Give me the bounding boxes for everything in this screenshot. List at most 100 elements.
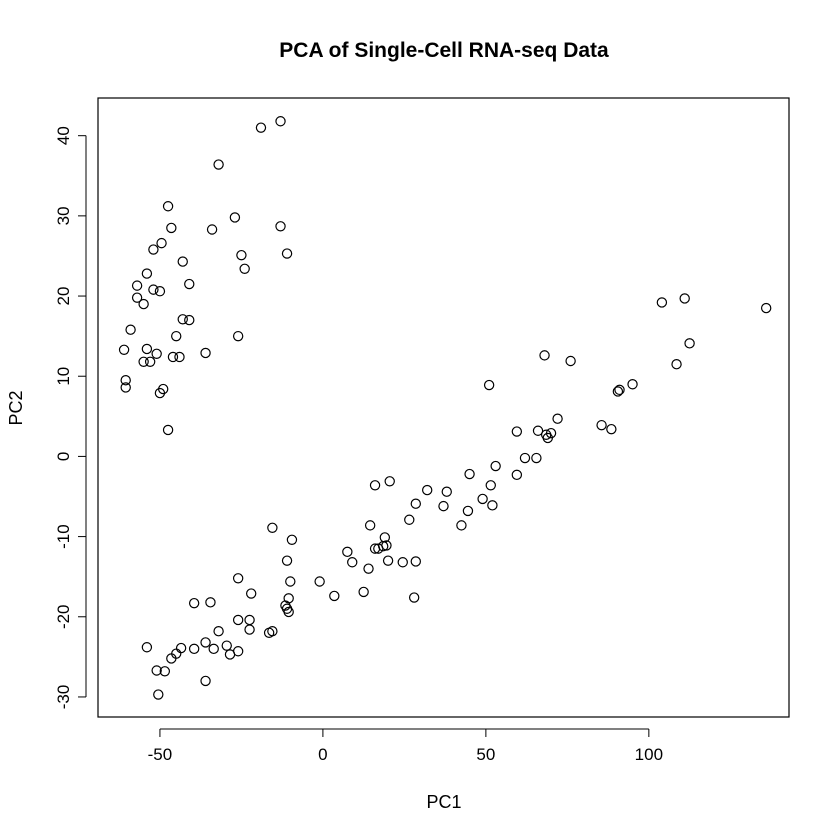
data-point bbox=[283, 593, 294, 604]
data-point bbox=[188, 597, 200, 609]
data-point bbox=[200, 347, 211, 359]
data-point bbox=[283, 606, 294, 618]
data-point bbox=[162, 424, 174, 436]
data-point bbox=[464, 468, 475, 480]
data-point bbox=[490, 460, 501, 472]
data-point bbox=[206, 224, 218, 235]
data-points bbox=[118, 116, 772, 700]
data-point bbox=[381, 540, 392, 551]
data-point bbox=[138, 356, 149, 367]
data-point bbox=[200, 675, 211, 687]
data-point bbox=[244, 624, 255, 635]
data-point bbox=[213, 626, 224, 637]
y-axis-label: PC2 bbox=[6, 390, 26, 425]
y-tick-label: 40 bbox=[54, 126, 73, 145]
data-point bbox=[342, 546, 353, 558]
data-point bbox=[422, 484, 433, 496]
data-point bbox=[224, 649, 236, 660]
data-point bbox=[410, 556, 421, 567]
data-point bbox=[483, 379, 495, 391]
data-point bbox=[263, 627, 275, 639]
data-point bbox=[275, 116, 286, 127]
data-point bbox=[184, 278, 195, 290]
y-axis: -30 -20 -10 0 10 20 30 40 bbox=[54, 126, 87, 709]
data-point bbox=[347, 557, 358, 568]
data-point bbox=[144, 356, 156, 367]
data-point bbox=[141, 343, 153, 355]
data-point bbox=[410, 498, 421, 509]
data-point bbox=[232, 330, 244, 342]
data-point bbox=[542, 432, 554, 444]
data-point bbox=[606, 423, 617, 435]
data-point bbox=[232, 573, 244, 584]
data-point bbox=[565, 355, 576, 367]
data-point bbox=[552, 413, 563, 424]
data-point bbox=[656, 297, 668, 308]
data-point bbox=[153, 689, 164, 700]
data-point bbox=[166, 222, 177, 234]
data-point bbox=[511, 469, 523, 481]
data-point bbox=[162, 201, 174, 212]
data-point bbox=[245, 588, 257, 599]
y-tick-label: 0 bbox=[54, 452, 73, 461]
data-point bbox=[200, 637, 211, 648]
data-point bbox=[141, 268, 153, 279]
data-point bbox=[177, 256, 188, 267]
data-point bbox=[485, 480, 496, 491]
data-point bbox=[487, 500, 498, 511]
data-point bbox=[213, 159, 224, 170]
data-point bbox=[166, 653, 177, 664]
data-point bbox=[232, 614, 244, 626]
data-point bbox=[363, 563, 374, 574]
data-point bbox=[462, 505, 474, 517]
y-tick-label: 30 bbox=[54, 206, 73, 225]
data-point bbox=[229, 212, 241, 223]
data-point bbox=[148, 244, 159, 255]
data-point bbox=[397, 557, 408, 568]
data-point bbox=[441, 486, 452, 497]
data-point bbox=[281, 555, 293, 566]
chart-title: PCA of Single-Cell RNA-seq Data bbox=[279, 39, 609, 62]
data-point bbox=[384, 476, 395, 487]
x-tick-label: 0 bbox=[318, 745, 327, 764]
data-point bbox=[131, 280, 143, 291]
x-axis: -50 0 50 100 bbox=[148, 728, 663, 764]
data-point bbox=[329, 590, 340, 602]
y-tick-label: -20 bbox=[54, 604, 73, 629]
data-point bbox=[184, 314, 195, 326]
data-point bbox=[519, 452, 531, 464]
data-point bbox=[369, 543, 381, 554]
y-tick-label: -10 bbox=[54, 524, 73, 549]
data-point bbox=[679, 293, 690, 304]
x-tick-label: 50 bbox=[476, 745, 495, 764]
data-point bbox=[275, 221, 286, 232]
data-point bbox=[244, 614, 255, 626]
data-point bbox=[205, 597, 216, 608]
x-axis-label: PC1 bbox=[426, 792, 461, 812]
data-point bbox=[118, 344, 130, 355]
data-point bbox=[151, 665, 162, 676]
data-point bbox=[539, 350, 550, 361]
data-point bbox=[148, 284, 159, 295]
data-point bbox=[364, 520, 376, 531]
data-point bbox=[177, 314, 188, 325]
data-point bbox=[532, 425, 544, 436]
data-point bbox=[671, 359, 682, 370]
data-point bbox=[141, 642, 153, 653]
plot-frame bbox=[97, 97, 790, 718]
data-point bbox=[239, 263, 250, 274]
data-point bbox=[174, 351, 185, 363]
data-point bbox=[167, 351, 179, 363]
data-point bbox=[208, 643, 219, 655]
data-point bbox=[120, 382, 131, 393]
data-point bbox=[188, 643, 200, 655]
data-point bbox=[125, 324, 136, 335]
data-point bbox=[456, 520, 467, 531]
data-point bbox=[286, 534, 298, 545]
data-point bbox=[138, 298, 149, 310]
data-point bbox=[154, 286, 166, 297]
data-point bbox=[684, 338, 695, 349]
data-point bbox=[267, 522, 278, 533]
data-point bbox=[369, 480, 381, 491]
data-point bbox=[408, 592, 420, 603]
